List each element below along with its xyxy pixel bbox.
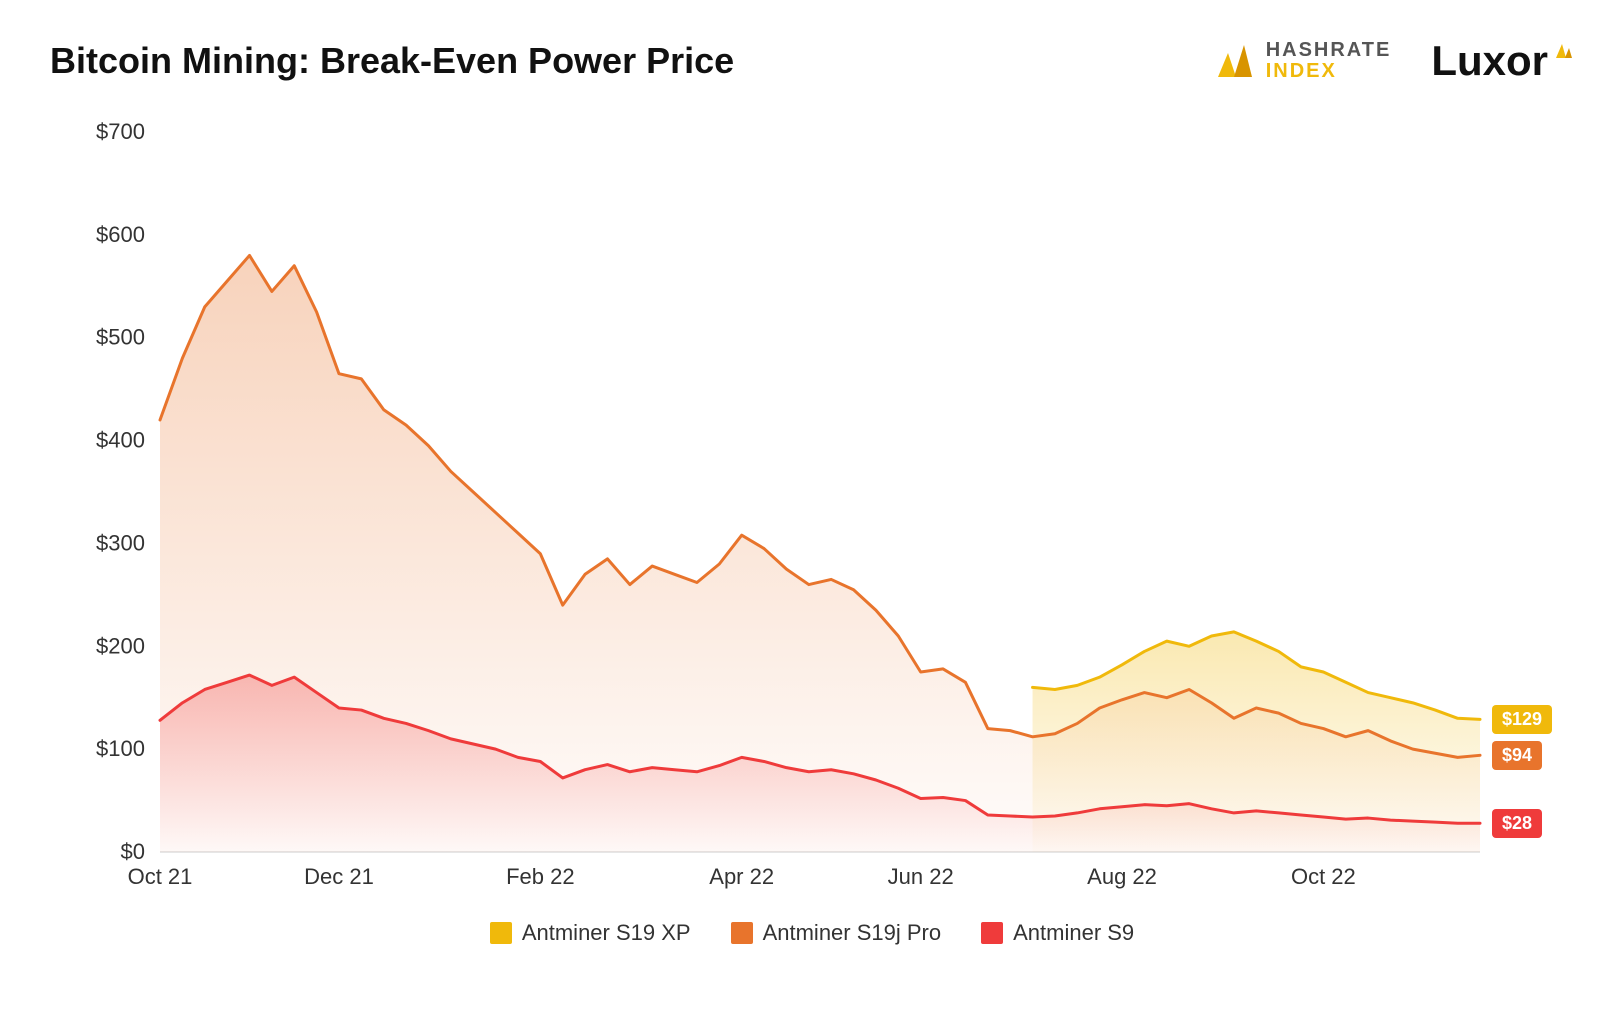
svg-text:$600: $600 [96,222,145,247]
svg-text:Aug 22: Aug 22 [1087,864,1157,889]
legend-swatch [490,922,512,944]
luxor-icon [1554,40,1574,60]
end-value-badge: $129 [1492,705,1552,734]
svg-text:$400: $400 [96,428,145,453]
svg-text:Oct 21: Oct 21 [128,864,193,889]
svg-text:$500: $500 [96,325,145,350]
chart-title: Bitcoin Mining: Break-Even Power Price [50,40,734,82]
legend-item: Antminer S19j Pro [731,920,942,946]
hashrate-text-1: HASHRATE [1266,40,1392,61]
svg-text:Feb 22: Feb 22 [506,864,575,889]
svg-text:$0: $0 [121,839,145,864]
hashrate-index-icon [1214,41,1254,81]
chart-svg: $0 $100 $200 $300 $400 $500 $600 $700 Oct 21 Dec … [50,102,1574,902]
end-value-badge: $28 [1492,809,1542,838]
chart-container: $0 $100 $200 $300 $400 $500 $600 $700 Oct 21 Dec … [50,102,1574,902]
legend-label: Antminer S9 [1013,920,1134,946]
svg-text:$300: $300 [96,530,145,555]
header: Bitcoin Mining: Break-Even Power Price H… [50,40,1574,82]
svg-text:Dec 21: Dec 21 [304,864,374,889]
legend-label: Antminer S19 XP [522,920,691,946]
svg-text:Jun 22: Jun 22 [888,864,954,889]
svg-text:Apr 22: Apr 22 [709,864,774,889]
legend: Antminer S19 XP Antminer S19j Pro Antminer… [50,920,1574,946]
hashrate-index-logo: HASHRATE INDEX [1214,40,1392,82]
svg-text:Oct 22: Oct 22 [1291,864,1356,889]
legend-item: Antminer S19 XP [490,920,691,946]
svg-text:$700: $700 [96,119,145,144]
luxor-text: Luxor [1431,40,1548,82]
legend-swatch [981,922,1003,944]
legend-label: Antminer S19j Pro [763,920,942,946]
end-value-badge: $94 [1492,741,1542,770]
luxor-logo: Luxor [1431,40,1574,82]
hashrate-text-2: INDEX [1266,61,1392,82]
legend-swatch [731,922,753,944]
svg-text:$100: $100 [96,736,145,761]
brand-logos: HASHRATE INDEX Luxor [1214,40,1574,82]
svg-text:$200: $200 [96,633,145,658]
legend-item: Antminer S9 [981,920,1134,946]
